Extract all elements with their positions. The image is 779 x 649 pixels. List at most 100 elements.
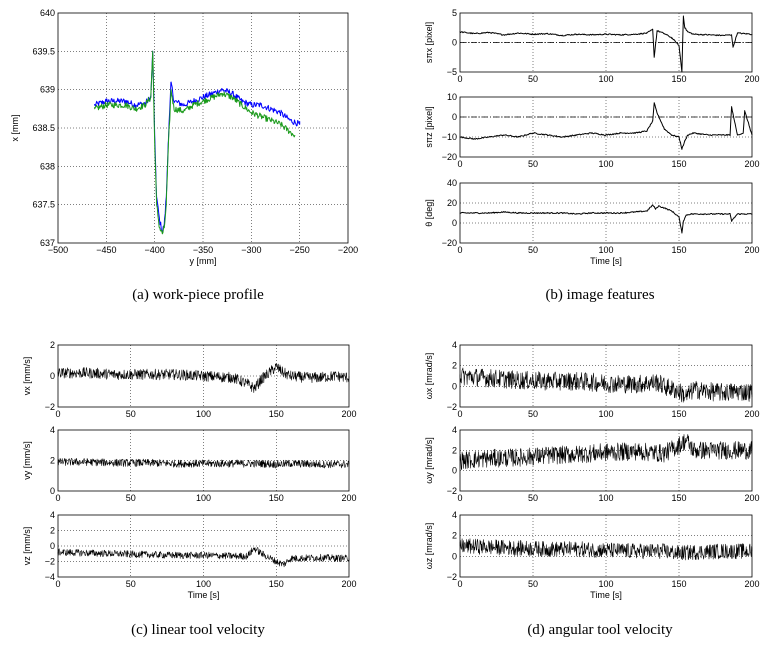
x-tick-label-a: −250 xyxy=(290,245,310,255)
x-tick-label-d3: 200 xyxy=(744,579,759,589)
y-tick-label-c1: 0 xyxy=(50,371,55,381)
x-tick-label-c1: 50 xyxy=(126,409,136,419)
series-line-b2-0 xyxy=(459,102,753,150)
y-axis-label-d2: ωy [mrad/s] xyxy=(424,437,434,484)
y-tick-label-c3: −2 xyxy=(45,557,55,567)
y-tick-label-b3: 20 xyxy=(447,198,457,208)
y-axis-label-b3: θ [deg] xyxy=(424,199,434,227)
x-tick-label-b3: 100 xyxy=(598,245,613,255)
y-tick-label-b2: 0 xyxy=(452,112,457,122)
x-tick-label-d1: 150 xyxy=(671,409,686,419)
y-tick-label-d3: −2 xyxy=(447,572,457,582)
y-tick-label-c3: 0 xyxy=(50,541,55,551)
x-tick-label-a: −350 xyxy=(193,245,213,255)
y-axis-label-d3: ωz [mrad/s] xyxy=(424,523,434,570)
y-tick-label-c3: 2 xyxy=(50,526,55,536)
series-line-b3-0 xyxy=(459,204,753,234)
x-tick-label-b3: 200 xyxy=(744,245,759,255)
y-tick-label-b3: −20 xyxy=(442,238,457,248)
y-tick-label-a: 638.5 xyxy=(32,123,55,133)
y-tick-label-d1: 4 xyxy=(452,340,457,350)
x-axis-label-c3: Time [s] xyxy=(188,590,220,600)
chart-panel-c3: 0 50 100 150 200 −4 −2 0 2 4 Time [s] vz [mm/s] xyxy=(22,510,357,600)
x-tick-label-d3: 50 xyxy=(528,579,538,589)
y-tick-label-b3: 0 xyxy=(452,218,457,228)
x-tick-label-b1: 50 xyxy=(528,74,538,84)
y-tick-label-d3: 0 xyxy=(452,551,457,561)
x-tick-label-b3: 50 xyxy=(528,245,538,255)
caption-a: (a) work-piece profile xyxy=(132,287,264,303)
x-tick-label-b3: 0 xyxy=(457,245,462,255)
x-tick-label-b1: 150 xyxy=(671,74,686,84)
y-tick-label-b2: −20 xyxy=(442,152,457,162)
x-tick-label-d2: 0 xyxy=(457,493,462,503)
y-tick-label-d1: 2 xyxy=(452,361,457,371)
x-tick-label-d1: 50 xyxy=(528,409,538,419)
x-tick-label-d3: 0 xyxy=(457,579,462,589)
caption-b: (b) image features xyxy=(545,287,655,303)
series-line-a-1 xyxy=(94,50,296,235)
y-tick-label-c2: 0 xyxy=(50,486,55,496)
y-tick-label-c1: 2 xyxy=(50,340,55,350)
x-tick-label-b1: 200 xyxy=(744,74,759,84)
x-tick-label-b1: 0 xyxy=(457,74,462,84)
x-tick-label-c1: 200 xyxy=(341,409,356,419)
x-tick-label-d2: 200 xyxy=(744,493,759,503)
caption-d: (d) angular tool velocity xyxy=(527,622,673,638)
x-tick-label-b3: 150 xyxy=(671,245,686,255)
y-tick-label-b1: 5 xyxy=(452,8,457,18)
x-tick-label-b2: 50 xyxy=(528,159,538,169)
x-tick-label-d2: 50 xyxy=(528,493,538,503)
y-tick-label-a: 640 xyxy=(40,8,55,18)
x-tick-label-c1: 0 xyxy=(55,409,60,419)
y-axis-label-b2: sπz [pixel] xyxy=(424,106,434,147)
y-axis-label-c3: vz [mm/s] xyxy=(22,527,32,566)
series-line-c1-0 xyxy=(57,363,350,393)
chart-panel-a: −500 −450 −400 −350 −300 −250 −200 637 637.5 638 6… xyxy=(10,8,358,266)
y-tick-label-d1: 0 xyxy=(452,381,457,391)
y-tick-label-c2: 2 xyxy=(50,456,55,466)
series-line-d3-0 xyxy=(459,538,753,561)
y-tick-label-b2: 10 xyxy=(447,92,457,102)
y-axis-label-d1: ωx [mrad/s] xyxy=(424,353,434,400)
y-tick-label-d3: 4 xyxy=(452,510,457,520)
y-tick-label-d2: 2 xyxy=(452,445,457,455)
series-line-c2-0 xyxy=(57,458,350,469)
x-tick-label-b1: 100 xyxy=(598,74,613,84)
caption-c: (c) linear tool velocity xyxy=(131,622,265,638)
x-tick-label-d1: 100 xyxy=(598,409,613,419)
y-axis-label-c1: vx [mm/s] xyxy=(22,357,32,396)
x-tick-label-c3: 150 xyxy=(269,579,284,589)
x-tick-label-c3: 0 xyxy=(55,579,60,589)
x-tick-label-a: −300 xyxy=(241,245,261,255)
y-tick-label-a: 637 xyxy=(40,238,55,248)
x-tick-label-c2: 50 xyxy=(126,493,136,503)
y-tick-label-b1: −5 xyxy=(447,67,457,77)
y-tick-label-a: 639.5 xyxy=(32,46,55,56)
x-tick-label-c2: 100 xyxy=(196,493,211,503)
x-tick-label-c1: 100 xyxy=(196,409,211,419)
y-axis-label-b1: sπx [pixel] xyxy=(424,22,434,63)
y-tick-label-c1: −2 xyxy=(45,402,55,412)
y-tick-label-b1: 0 xyxy=(452,38,457,48)
y-tick-label-c2: 4 xyxy=(50,425,55,435)
x-tick-label-b2: 100 xyxy=(598,159,613,169)
chart-panel-b2: 0 50 100 150 200 −20 −10 0 10 sπz [pixel] xyxy=(424,92,760,169)
y-tick-label-d2: 4 xyxy=(452,425,457,435)
x-tick-label-d3: 150 xyxy=(671,579,686,589)
y-axis-label-a: x [mm] xyxy=(10,115,20,142)
series-line-c3-0 xyxy=(57,547,350,568)
x-tick-label-c1: 150 xyxy=(269,409,284,419)
x-tick-label-b2: 150 xyxy=(671,159,686,169)
series-line-d1-0 xyxy=(459,367,753,403)
x-tick-label-c3: 100 xyxy=(196,579,211,589)
x-tick-label-b2: 0 xyxy=(457,159,462,169)
x-tick-label-a: −200 xyxy=(338,245,358,255)
series-line-b1-0 xyxy=(459,15,753,73)
